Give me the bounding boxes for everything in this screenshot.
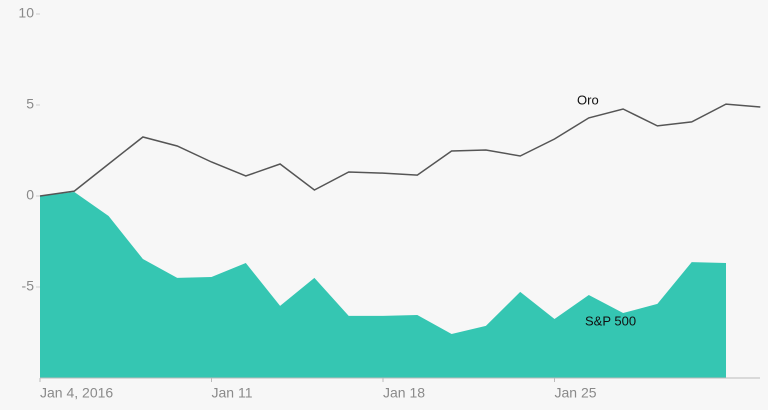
y-tick-label: 5 [26, 96, 34, 112]
line [39, 103, 761, 197]
x-tick-label: Jan 11 [212, 385, 253, 401]
y-tick-label: -5 [22, 278, 35, 294]
x-tick-label: Jan 18 [383, 385, 425, 401]
x-tick-label: Jan 25 [555, 385, 597, 401]
y-tick-label: 0 [26, 187, 34, 203]
y-tick-label: 10 [18, 5, 34, 21]
x-tick-label: Jan 4, 2016 [40, 385, 113, 401]
area [40, 192, 726, 378]
series-label: S&P 500 [585, 313, 636, 328]
series-label: Oro [577, 92, 599, 107]
